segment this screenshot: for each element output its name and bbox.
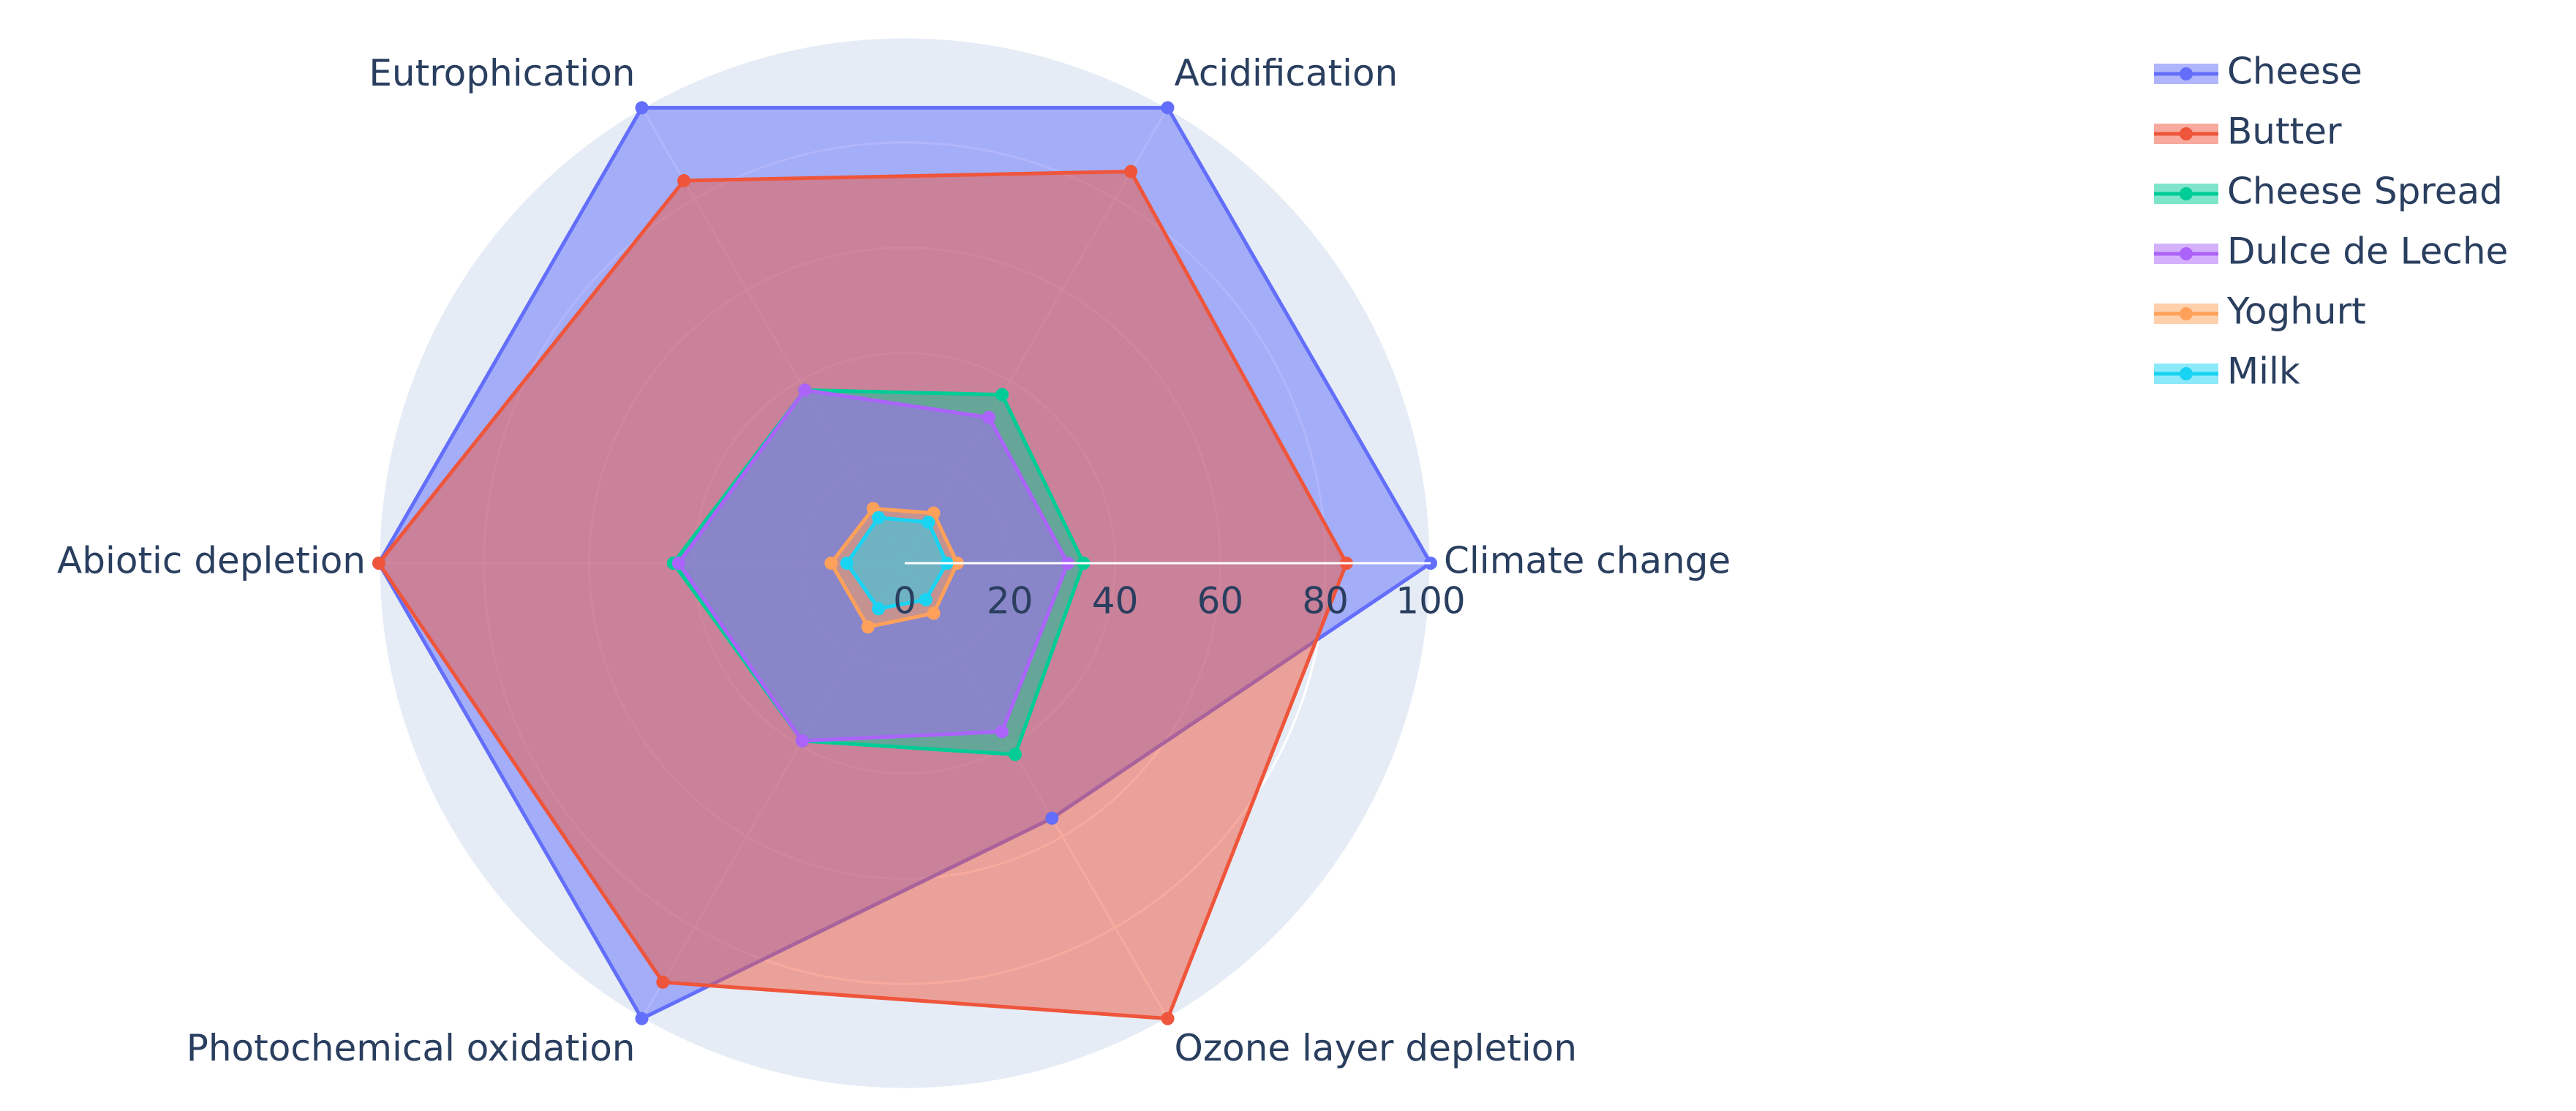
data-point (1124, 165, 1138, 178)
data-point (635, 101, 649, 115)
data-point (798, 383, 812, 397)
data-point (872, 511, 886, 524)
data-point (1045, 811, 1059, 825)
data-point (1008, 747, 1022, 761)
legend-item: Milk (2154, 350, 2300, 393)
r-tick-label: 20 (987, 580, 1033, 622)
r-tick-label: 0 (893, 580, 916, 622)
category-label: Acidification (1175, 52, 1398, 94)
data-point (635, 1012, 649, 1025)
data-point (995, 725, 1009, 739)
legend-marker (2180, 67, 2193, 80)
category-label: Abiotic depletion (57, 540, 366, 582)
data-point (995, 388, 1009, 402)
legend-item: Cheese (2154, 50, 2362, 93)
r-tick-label: 60 (1197, 580, 1244, 622)
category-label: Eutrophication (369, 52, 635, 94)
legend-label: Yoghurt (2226, 290, 2366, 333)
r-tick-label: 80 (1302, 580, 1349, 622)
legend-item: Yoghurt (2154, 290, 2366, 333)
data-point (1161, 101, 1175, 115)
r-tick-label: 40 (1092, 580, 1139, 622)
data-point (982, 410, 996, 424)
data-point (927, 606, 941, 620)
data-point (671, 557, 685, 570)
data-point (840, 557, 854, 570)
legend-item: Dulce de Leche (2154, 230, 2508, 273)
data-point (795, 734, 809, 747)
legend-label: Butter (2227, 110, 2342, 153)
category-label: Photochemical oxidation (187, 1027, 636, 1069)
data-point (919, 592, 933, 606)
legend-label: Dulce de Leche (2227, 230, 2508, 273)
legend-marker (2180, 367, 2193, 380)
data-point (656, 975, 670, 989)
data-point (872, 602, 886, 616)
data-point (677, 173, 691, 187)
category-label: Climate change (1444, 540, 1730, 582)
legend-item: Butter (2154, 110, 2342, 153)
legend-marker (2180, 127, 2193, 140)
legend-label: Cheese (2227, 50, 2362, 93)
data-point (1161, 1012, 1175, 1025)
legend-label: Cheese Spread (2227, 170, 2503, 213)
data-point (922, 515, 935, 529)
data-point (861, 620, 875, 634)
legend-marker (2180, 307, 2193, 320)
data-point (824, 557, 838, 570)
legend-marker (2180, 247, 2193, 260)
category-label: Ozone layer depletion (1175, 1027, 1578, 1069)
r-tick-label: 100 (1396, 580, 1465, 622)
legend-marker (2180, 187, 2193, 200)
data-point (372, 557, 385, 570)
legend-label: Milk (2227, 350, 2300, 393)
legend-item: Cheese Spread (2154, 170, 2503, 213)
